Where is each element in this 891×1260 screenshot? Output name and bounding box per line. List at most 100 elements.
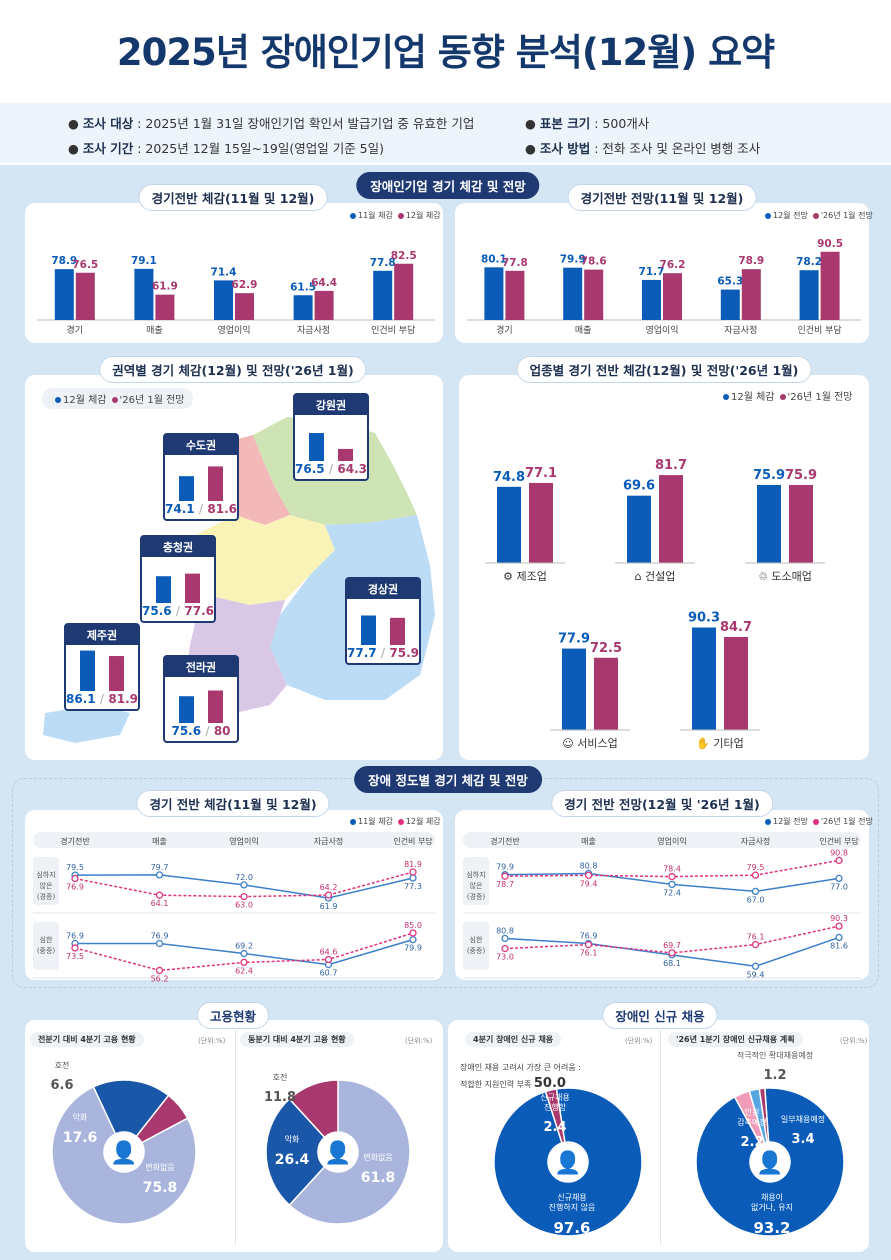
data-label: 75.9 bbox=[753, 468, 785, 483]
point bbox=[155, 891, 164, 899]
point bbox=[324, 955, 333, 964]
bar bbox=[741, 269, 761, 320]
point bbox=[71, 874, 79, 883]
person-icon: 👤 bbox=[756, 1150, 783, 1176]
slice-value: 11.8 bbox=[264, 1090, 296, 1105]
slice-label: 호전 bbox=[273, 1072, 288, 1082]
slice-value: 1.2 bbox=[763, 1068, 786, 1083]
data-label: 78.7 bbox=[496, 880, 514, 889]
data-label: 82.5 bbox=[391, 250, 417, 262]
data-label: 90.5 bbox=[817, 238, 843, 250]
pie-unit: (단위:%) bbox=[198, 1037, 226, 1045]
data-label: 62.4 bbox=[235, 966, 253, 975]
data-label: 76.9 bbox=[66, 883, 84, 892]
divider bbox=[235, 1030, 236, 1245]
data-label: 81.9 bbox=[404, 860, 422, 869]
legend: 11월 체감 12월 체감 bbox=[345, 816, 441, 827]
slice-label: 악화 bbox=[73, 1112, 88, 1122]
point bbox=[240, 892, 248, 901]
tick-label: ⚙ 제조업 bbox=[503, 570, 547, 583]
bar bbox=[235, 293, 254, 320]
data-label: 80.8 bbox=[496, 926, 514, 935]
data-label: 90.8 bbox=[830, 848, 848, 857]
bar bbox=[627, 495, 651, 563]
bar bbox=[720, 289, 740, 320]
data-label: 78.9 bbox=[51, 255, 77, 267]
bar bbox=[663, 273, 682, 320]
point bbox=[155, 871, 164, 879]
donut-hole bbox=[318, 1132, 358, 1172]
point bbox=[240, 881, 248, 889]
bar-chart-c2: 80.177.8 경기 79.978.6 매출 71.776.2 영업이익 65.3 78.9… bbox=[467, 238, 861, 336]
point bbox=[668, 949, 676, 957]
pie-unit: (단위:%) bbox=[625, 1037, 653, 1045]
tick-label: 자금사정 bbox=[724, 325, 757, 336]
point bbox=[835, 933, 843, 942]
slice-label: 신규채용 bbox=[557, 1192, 586, 1202]
bar bbox=[208, 466, 223, 501]
row-label-bg bbox=[463, 922, 489, 970]
section-title: 장애 정도별 경기 체감 및 전망 bbox=[354, 766, 542, 793]
data-label: 69.2 bbox=[235, 942, 253, 951]
slice-value: 17.6 bbox=[63, 1130, 98, 1146]
tick-label: 매출 bbox=[581, 836, 596, 846]
pie-title: 4분기 장애인 신규 채용 bbox=[465, 1032, 562, 1047]
data-label: 64.2 bbox=[320, 883, 338, 892]
chart-title: 경기 전반 체감(11월 및 12월) bbox=[136, 790, 330, 817]
bar bbox=[80, 650, 95, 691]
bar bbox=[54, 269, 74, 320]
person-icon: 👤 bbox=[110, 1140, 137, 1166]
legend: 12월 체감 '26년 1월 전망 bbox=[42, 388, 193, 409]
point bbox=[501, 872, 509, 880]
data-label: 80.8 bbox=[580, 861, 598, 870]
point bbox=[501, 944, 509, 953]
data-label: 79.4 bbox=[580, 879, 598, 888]
bar bbox=[179, 696, 194, 723]
point bbox=[751, 962, 760, 970]
tick-label: ✋ 기타업 bbox=[696, 737, 744, 750]
data-label: 72.4 bbox=[663, 888, 681, 897]
data-label: 73.0 bbox=[496, 953, 514, 962]
data-label: 77.8 bbox=[502, 257, 528, 269]
info-sample: ● 표본 크기 : 500개사 bbox=[525, 116, 650, 131]
data-label: 77.8 bbox=[370, 257, 396, 269]
bar bbox=[394, 263, 414, 320]
pie-title: 동분기 대비 4분기 고용 현황 bbox=[240, 1032, 354, 1047]
tick-label: 영업이익 bbox=[229, 836, 258, 846]
bar-chart-c1: 78.976.5 경기 79.1 61.9 매출 71.462.9 영업이익 61.564.4… bbox=[37, 250, 435, 336]
slice-label: 없거나, 유지 bbox=[751, 1203, 793, 1212]
slice-label: 일부채용예정 bbox=[781, 1114, 825, 1124]
row-label: 않은 bbox=[40, 881, 53, 890]
data-label: 73.5 bbox=[66, 952, 84, 961]
bar bbox=[789, 484, 813, 563]
data-label: 78.2 bbox=[796, 256, 822, 268]
section-title: 장애인 신규 채용 bbox=[602, 1002, 718, 1029]
pie-unit: (단위:%) bbox=[840, 1037, 868, 1045]
point bbox=[584, 940, 593, 949]
row-label: (중증) bbox=[37, 947, 56, 955]
map-region-chungcheong bbox=[195, 515, 335, 605]
data-label: 77.1 bbox=[525, 466, 557, 481]
bar bbox=[309, 433, 324, 461]
bar bbox=[497, 486, 521, 563]
point bbox=[155, 939, 164, 948]
bar bbox=[799, 270, 819, 320]
slice-label: 인원 bbox=[745, 1107, 760, 1117]
slice-value: 2.2 bbox=[740, 1135, 763, 1150]
point bbox=[584, 871, 593, 879]
bar bbox=[338, 448, 353, 461]
slice-label: 신규채용 bbox=[540, 1092, 569, 1102]
tick-label: ♲ 도소매업 bbox=[758, 570, 812, 583]
slice-label: 변화없음 bbox=[363, 1152, 392, 1162]
data-label: 78.9 bbox=[738, 255, 764, 267]
data-label: 64.1 bbox=[151, 899, 169, 908]
header-bar bbox=[33, 832, 435, 848]
data-label: 81.7 bbox=[655, 458, 687, 473]
region-box-gangwon: 강원권 76.5 / 64.3 bbox=[293, 393, 369, 481]
slice-label: 호전 bbox=[55, 1060, 70, 1070]
slice-value: 26.4 bbox=[275, 1152, 310, 1168]
slice-value: 93.2 bbox=[753, 1219, 790, 1237]
point bbox=[835, 856, 843, 865]
bar bbox=[757, 484, 781, 563]
tick-label: ☺ 서비스업 bbox=[562, 737, 617, 750]
